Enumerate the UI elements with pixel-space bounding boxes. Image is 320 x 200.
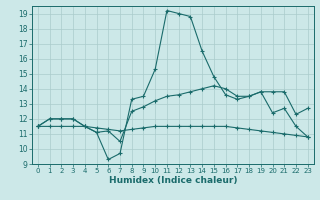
X-axis label: Humidex (Indice chaleur): Humidex (Indice chaleur): [108, 176, 237, 185]
